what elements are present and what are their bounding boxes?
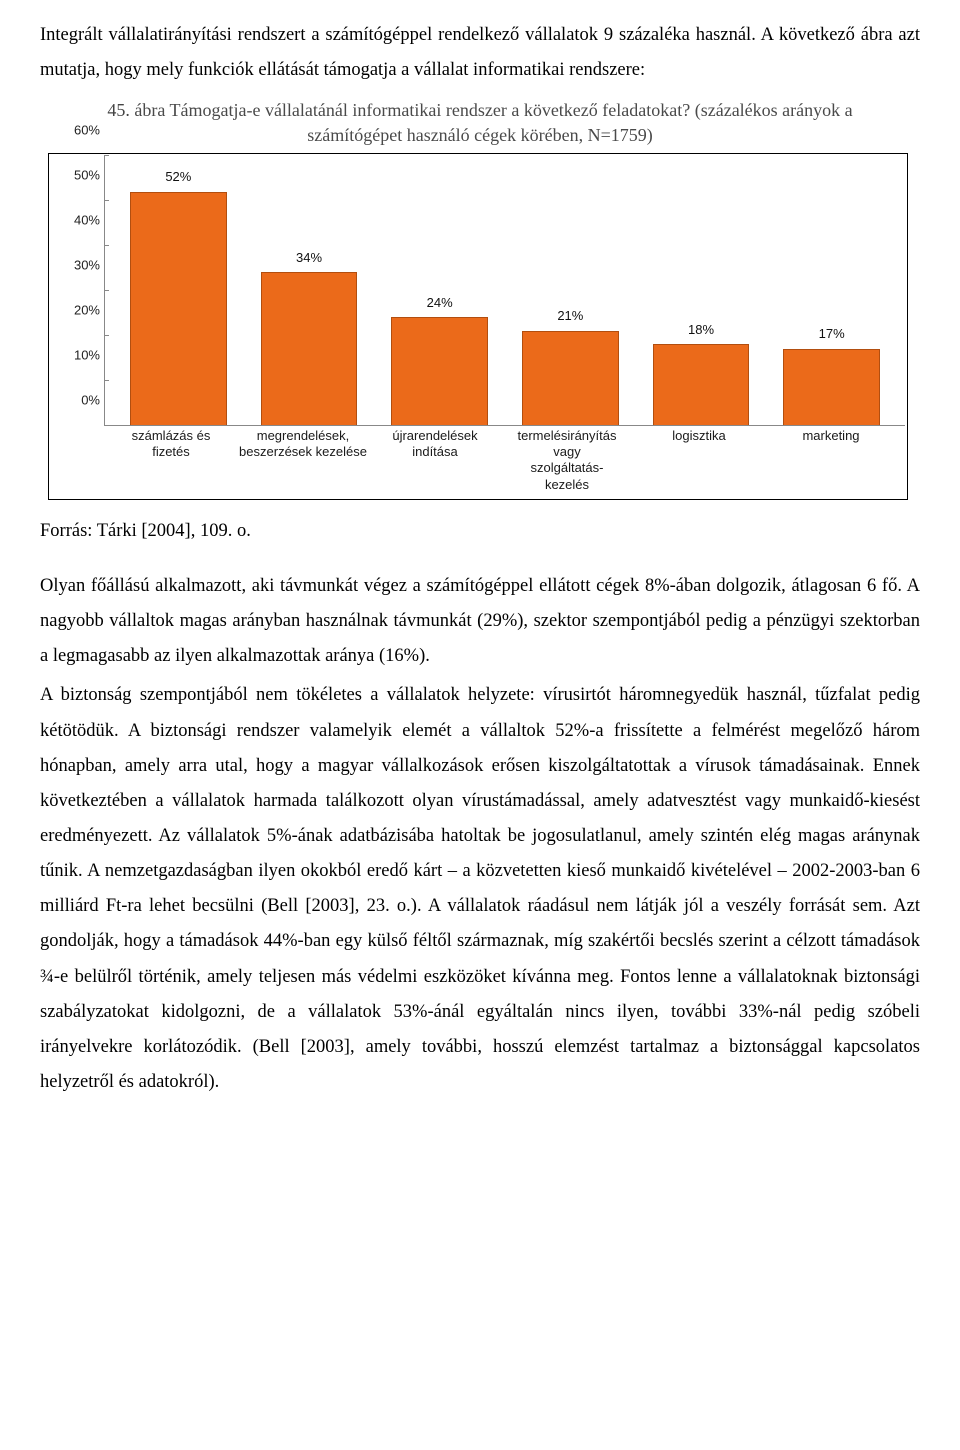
figure-caption: ábra Támogatja-e vállalatánál informatik…: [130, 100, 853, 144]
bar-value-label: 21%: [557, 304, 583, 329]
y-axis-tick: 30%: [74, 254, 100, 279]
bar-value-label: 18%: [688, 318, 714, 343]
bar-column: 18%: [636, 156, 767, 425]
plot-area: 0%10%20%30%40%50%60% 52%34%24%21%18%17%: [51, 156, 905, 426]
y-axis-tick: 20%: [74, 299, 100, 324]
bar-value-label: 24%: [427, 291, 453, 316]
y-axis-tick: 60%: [74, 119, 100, 144]
y-axis: 0%10%20%30%40%50%60%: [51, 156, 105, 426]
x-axis-label: számlázás ésfizetés: [105, 428, 237, 461]
bar: [130, 192, 227, 425]
x-axis-label: megrendelések,beszerzések kezelése: [237, 428, 369, 461]
intro-paragraph: Integrált vállalatirányítási rendszert a…: [40, 18, 920, 88]
bar-chart: 0%10%20%30%40%50%60% 52%34%24%21%18%17% …: [48, 153, 908, 500]
bars-zone: 52% 34% 24% 21% 18% 17%: [105, 156, 905, 426]
x-axis-label: marketing: [765, 428, 897, 444]
y-axis-tick: 40%: [74, 209, 100, 234]
bar-column: 17%: [766, 156, 897, 425]
bar: [783, 349, 880, 425]
y-axis-tick: 0%: [81, 389, 100, 414]
body-paragraph-2: Olyan főállású alkalmazott, aki távmunká…: [40, 569, 920, 674]
bar-value-label: 52%: [165, 165, 191, 190]
bar: [261, 272, 358, 424]
bar: [653, 344, 750, 425]
chart-title: 45. ábra Támogatja-e vállalatánál inform…: [70, 98, 890, 147]
x-axis-label: termelésirányításvagyszolgáltatás-kezelé…: [501, 428, 633, 493]
bar-value-label: 34%: [296, 246, 322, 271]
bar-column: 24%: [374, 156, 505, 425]
y-axis-tick: 10%: [74, 344, 100, 369]
bar-column: 52%: [113, 156, 244, 425]
bar-column: 21%: [505, 156, 636, 425]
bar-value-label: 17%: [819, 322, 845, 347]
bar: [522, 331, 619, 425]
bar: [391, 317, 488, 425]
chart-source: Forrás: Tárki [2004], 109. o.: [40, 514, 920, 549]
y-axis-tick: 50%: [74, 164, 100, 189]
figure-number: 45.: [107, 100, 130, 120]
x-axis-label: logisztika: [633, 428, 765, 444]
x-axis-label: újrarendelések indítása: [369, 428, 501, 461]
bar-column: 34%: [244, 156, 375, 425]
body-paragraph-3: A biztonság szempontjából nem tökéletes …: [40, 678, 920, 1100]
x-axis-labels: számlázás ésfizetésmegrendelések,beszerz…: [51, 426, 905, 497]
